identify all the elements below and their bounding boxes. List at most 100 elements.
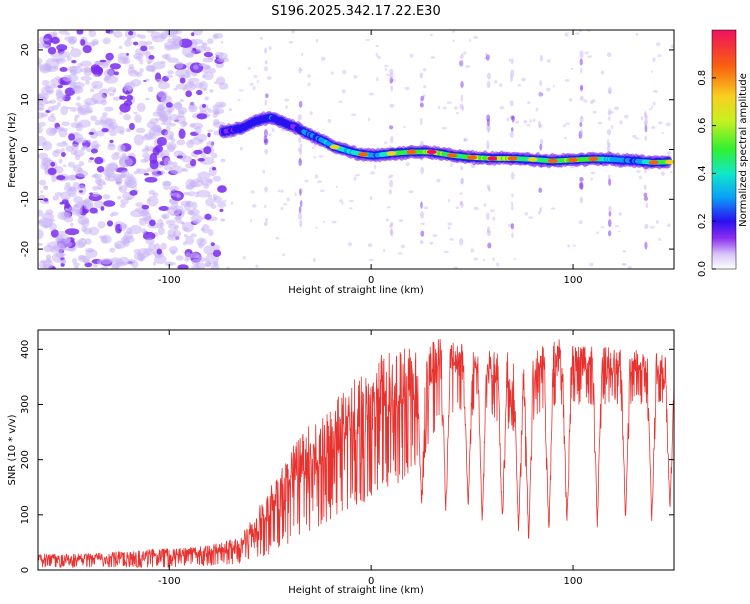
spectrogram-noise-dot: [535, 107, 539, 112]
ridge-peak: [329, 144, 340, 150]
ridge-peak: [446, 153, 457, 158]
spectrogram-noise-blob: [145, 97, 150, 101]
spectrogram-noise-blob: [213, 260, 219, 267]
spectrogram-noise-blob: [190, 122, 204, 130]
spectrogram-noise-dot: [373, 165, 377, 170]
spectrogram-noise-blob: [112, 89, 117, 94]
spectrogram-noise-dot: [453, 266, 459, 269]
spectrogram-noise-dot: [369, 196, 373, 201]
spectrogram-noise-blob: [177, 110, 185, 118]
spectrogram-noise-blob: [124, 99, 133, 107]
spectrogram-noise-dot: [277, 189, 281, 193]
colorbar-label: Normalized spectral amplitude: [738, 73, 749, 227]
spectrogram-noise-dot: [375, 77, 379, 82]
spectrogram-noise-dot: [589, 101, 594, 105]
spectrogram-noise-dot: [459, 192, 463, 195]
spectrogram-noise-blob: [213, 196, 223, 204]
spectrogram-noise-blob: [160, 97, 167, 103]
spectrogram-noise-blob: [61, 258, 67, 265]
spectrogram-noise-dot: [429, 33, 433, 37]
spectrogram-noise-dot: [463, 138, 469, 142]
spectrogram-noise-dot: [524, 212, 529, 216]
spectrogram-noise-dot: [404, 86, 410, 90]
spectrogram-noise-dot: [397, 252, 403, 255]
spectrogram-streak: [265, 218, 268, 223]
spectrogram-noise-dot: [386, 206, 392, 209]
spectrogram-y-label: Frequency (Hz): [7, 112, 18, 188]
spectrogram-noise-blob: [38, 242, 44, 247]
spectrogram-noise-dot: [523, 119, 528, 124]
spectrogram-noise-blob: [190, 214, 203, 224]
spectrogram-streak: [538, 187, 543, 193]
spectrogram-noise-blob: [50, 113, 55, 118]
spectrogram-noise-blob: [133, 111, 138, 115]
spectrogram-noise-dot: [307, 74, 311, 78]
spectrogram-noise-dot: [314, 174, 319, 179]
spectrogram-noise-blob: [100, 257, 113, 265]
spectrogram-streak: [298, 211, 303, 220]
spectrogram-noise-blob: [71, 143, 79, 151]
spectrogram-noise-blob: [133, 41, 139, 46]
spectrogram-noise-dot: [526, 123, 531, 127]
spectrogram-noise-dot: [266, 76, 272, 80]
spectrogram-streak: [579, 58, 583, 66]
spectrogram-noise-dot: [564, 122, 571, 125]
spectrogram-streak: [460, 166, 464, 171]
spectrogram-noise-dot: [268, 132, 272, 137]
ridge-peak: [467, 155, 478, 160]
spectrogram-noise-dot: [330, 71, 334, 75]
spectrogram-noise-dot: [347, 242, 353, 247]
spectrogram-noise-blob: [212, 249, 222, 258]
spectrogram-noise-dot: [429, 241, 434, 245]
spectrogram-streak: [486, 114, 491, 122]
spectrogram-noise-blob: [95, 60, 101, 65]
spectrogram-noise-blob: [148, 45, 155, 50]
spectrogram-streak: [579, 84, 584, 91]
spectrogram-noise-blob: [117, 144, 126, 153]
spectrogram-noise-dot: [567, 244, 571, 248]
spectrogram-noise-blob: [112, 96, 121, 101]
spectrogram-noise-dot: [597, 121, 603, 125]
spectrogram-noise-blob: [175, 68, 190, 78]
spectrogram-noise-dot: [220, 40, 224, 44]
spectrogram-noise-blob: [38, 126, 43, 134]
spectrogram-noise-dot: [353, 75, 358, 79]
spectrogram-noise-blob: [118, 256, 130, 265]
spectrogram-noise-dot: [463, 137, 467, 142]
spectrogram-streak: [420, 201, 423, 209]
spectrogram-noise-dot: [514, 120, 520, 124]
spectrogram-noise-dot: [463, 51, 467, 55]
spectrogram-streak: [297, 114, 302, 121]
spectrogram-streak: [487, 125, 490, 133]
spectrogram-noise-dot: [482, 259, 486, 262]
spectrogram-noise-dot: [622, 262, 626, 266]
spectrogram-noise-blob: [179, 77, 186, 84]
ridge-peak: [527, 157, 538, 162]
spectrogram-streak: [389, 103, 395, 108]
spectrogram-noise-blob: [68, 133, 76, 141]
spectrogram-x-tick-label: 0: [368, 275, 374, 286]
spectrogram-noise-blob: [171, 192, 180, 197]
spectrogram-streak: [298, 158, 302, 167]
snr-y-tick-label: 400: [20, 340, 31, 359]
spectrogram-noise-dot: [384, 67, 387, 72]
spectrogram-noise-blob: [67, 74, 79, 82]
spectrogram-noise-blob: [147, 86, 154, 93]
spectrogram-noise-blob: [94, 156, 104, 165]
spectrogram-noise-blob: [80, 218, 90, 228]
spectrogram-noise-blob: [203, 146, 212, 155]
spectrogram-noise-blob: [71, 258, 78, 264]
spectrogram-noise-dot: [226, 266, 230, 269]
spectrogram-noise-dot: [238, 89, 244, 92]
ridge-peak: [588, 156, 599, 162]
spectrogram-noise-dot: [446, 101, 452, 104]
spectrogram-noise-blob: [120, 198, 129, 205]
spectrogram-noise-dot: [268, 46, 272, 51]
spectrogram-noise-blob: [147, 198, 151, 202]
spectrogram-noise-dot: [452, 39, 455, 43]
spectrogram-noise-blob: [50, 161, 56, 167]
spectrogram-noise-blob: [109, 139, 114, 144]
spectrogram-noise-dot: [564, 136, 567, 140]
spectrogram-noise-blob: [184, 81, 196, 91]
spectrogram-noise-blob: [78, 119, 91, 128]
